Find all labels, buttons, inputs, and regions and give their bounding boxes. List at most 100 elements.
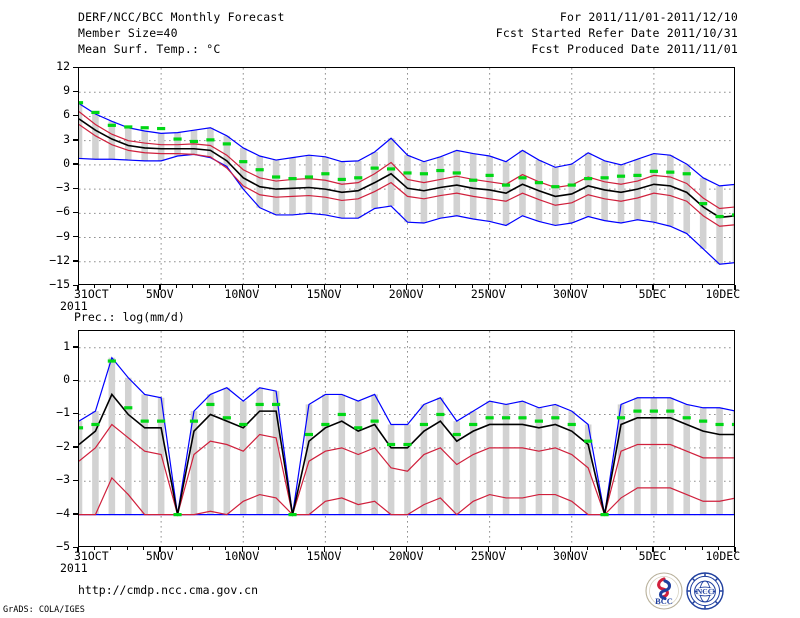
y-tick-label: −2 <box>56 438 70 453</box>
spread-bar <box>716 185 723 265</box>
x-minor-tick <box>685 285 687 288</box>
spread-bar <box>239 401 247 515</box>
observed-marker <box>731 213 734 217</box>
observed-marker <box>584 439 593 443</box>
x-tick-label: 10DEC <box>705 287 741 301</box>
spread-bar <box>486 156 493 222</box>
y-tick-mark <box>73 546 78 548</box>
observed-marker <box>666 170 675 174</box>
temperature-units-label: Mean Surf. Temp.: °C <box>78 42 221 56</box>
observed-marker <box>403 171 412 175</box>
spread-bar <box>157 133 165 161</box>
observed-marker <box>107 123 116 127</box>
x-minor-tick <box>586 285 588 288</box>
precipitation-chart-plot-area <box>78 330 735 547</box>
x-minor-tick <box>225 285 227 288</box>
observed-marker <box>419 422 428 427</box>
bcc-logo: BCC <box>645 572 683 610</box>
x-minor-tick <box>553 285 555 288</box>
x-minor-tick <box>77 547 79 550</box>
y-tick-mark <box>73 479 78 482</box>
observed-marker <box>321 422 330 427</box>
observed-marker <box>436 168 445 173</box>
x-minor-tick <box>537 547 539 550</box>
observed-marker <box>354 176 363 180</box>
x-tick-label: 25NOV <box>470 549 506 563</box>
series-minimum <box>79 153 734 265</box>
x-minor-tick <box>734 547 736 550</box>
x-tick-label: 30NOV <box>553 549 588 563</box>
observed-marker <box>79 101 84 105</box>
x-minor-tick <box>143 285 145 288</box>
observed-marker <box>124 406 133 410</box>
precipitation-axis-label: Prec.: log(mm/d) <box>74 310 185 324</box>
y-tick-mark <box>73 379 78 381</box>
observed-marker <box>140 126 149 130</box>
x-minor-tick <box>701 547 703 550</box>
observed-marker <box>157 126 166 131</box>
x-minor-tick <box>192 547 194 550</box>
observed-marker <box>107 359 116 363</box>
spread-bar <box>207 394 214 515</box>
observed-marker <box>140 419 149 423</box>
x-minor-tick <box>635 285 637 288</box>
x-minor-tick <box>455 285 457 288</box>
x-minor-tick <box>488 285 490 288</box>
x-minor-tick <box>323 547 325 550</box>
spread-bar <box>732 184 734 263</box>
observed-marker <box>731 422 734 427</box>
x-minor-tick <box>734 285 736 288</box>
observed-marker <box>79 426 84 430</box>
x-tick-label: 5DEC <box>638 549 667 563</box>
x-minor-tick <box>241 547 243 550</box>
x-minor-tick <box>488 547 490 550</box>
spread-bar <box>305 404 313 515</box>
y-tick-label: 6 <box>63 107 70 122</box>
x-minor-tick <box>356 285 358 288</box>
temperature-axis-year: 2011 <box>60 299 88 313</box>
y-tick-label: 3 <box>63 131 70 146</box>
x-minor-tick <box>356 547 358 550</box>
series-upper-quartile <box>79 111 734 210</box>
observed-marker <box>206 138 215 142</box>
x-minor-tick <box>176 547 178 550</box>
observed-marker <box>255 168 264 172</box>
spread-bar <box>486 401 493 515</box>
y-tick-label: −5 <box>56 539 70 553</box>
observed-marker <box>239 160 248 164</box>
spread-bar <box>387 138 395 207</box>
y-tick-mark <box>73 187 78 189</box>
x-minor-tick <box>520 285 522 288</box>
spread-bar <box>79 103 83 159</box>
observed-marker <box>616 174 626 178</box>
observed-marker <box>157 419 166 423</box>
observed-marker <box>124 125 133 129</box>
member-size-label: Member Size=40 <box>78 26 178 40</box>
observed-marker <box>304 175 314 179</box>
x-minor-tick <box>406 547 407 550</box>
x-minor-tick <box>422 285 424 288</box>
spread-bar <box>322 394 329 515</box>
observed-marker <box>551 185 560 189</box>
x-minor-tick <box>668 285 670 288</box>
observed-marker <box>370 166 379 170</box>
y-tick-mark <box>73 90 78 93</box>
x-minor-tick <box>307 285 309 288</box>
x-minor-tick <box>438 547 440 550</box>
forecast-range-label: For 2011/11/01-2011/12/10 <box>559 10 738 24</box>
observed-marker <box>699 419 708 423</box>
observed-marker <box>272 175 281 179</box>
precipitation-axis-year: 2011 <box>60 561 88 575</box>
x-minor-tick <box>718 285 720 288</box>
forecast-start-date-label: Fcst Started Refer Date 2011/10/31 <box>495 26 738 40</box>
x-minor-tick <box>110 285 112 288</box>
observed-marker <box>370 419 379 423</box>
observed-marker <box>337 412 346 417</box>
x-minor-tick <box>504 285 506 288</box>
spread-bar <box>124 127 132 161</box>
x-minor-tick <box>93 547 95 550</box>
y-tick-mark <box>73 346 78 348</box>
spread-bar <box>141 130 148 161</box>
series-lower-quartile <box>79 124 734 227</box>
cmdp-url-link[interactable]: http://cmdp.ncc.cma.gov.cn <box>78 583 259 597</box>
